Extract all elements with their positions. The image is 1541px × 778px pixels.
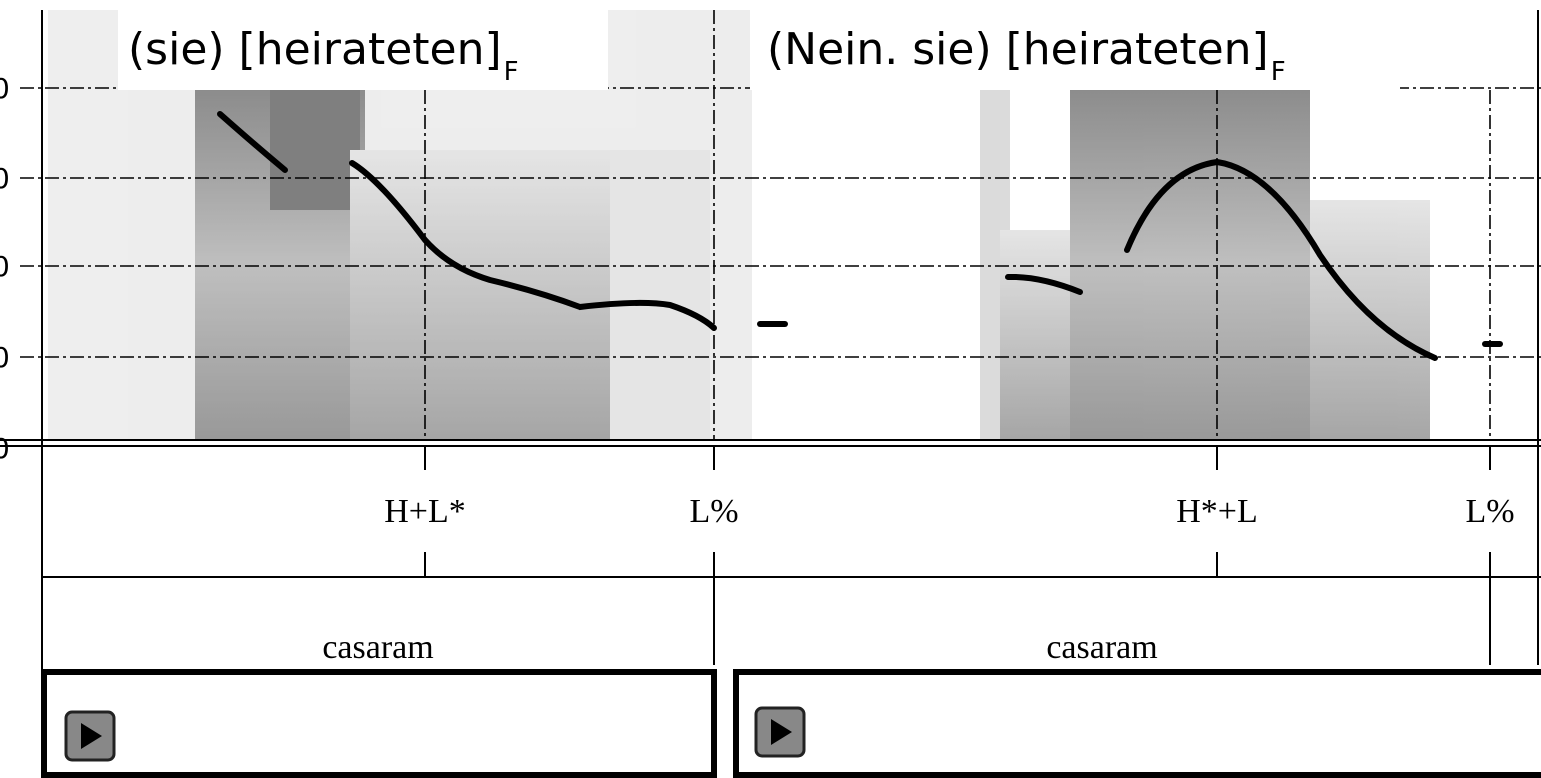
y-tick-label: 0 [0,432,10,465]
tone-label: L% [689,493,738,530]
focus-subscript: F [504,57,519,87]
panel-title: (sie) [heirateten] [128,24,502,75]
audio-player [44,672,714,775]
play-button[interactable] [756,708,804,756]
figure: (sie) [heirateten]F(Nein. sie) [heiratet… [0,0,1541,778]
tone-label: L% [1465,493,1514,530]
word-label: casaram [322,629,433,666]
y-tick-label: 0 [0,250,10,283]
play-button[interactable] [66,712,114,760]
panel-title: (Nein. sie) [heirateten] [767,24,1269,75]
audio-player [736,672,1541,775]
y-tick-label: 0 [0,72,10,105]
y-tick-label: 0 [0,162,10,195]
word-label: casaram [1046,629,1157,666]
tone-label: H*+L [1176,493,1258,530]
focus-subscript: F [1271,57,1286,87]
y-tick-label: 0 [0,341,10,374]
tone-label: H+L* [384,493,466,530]
